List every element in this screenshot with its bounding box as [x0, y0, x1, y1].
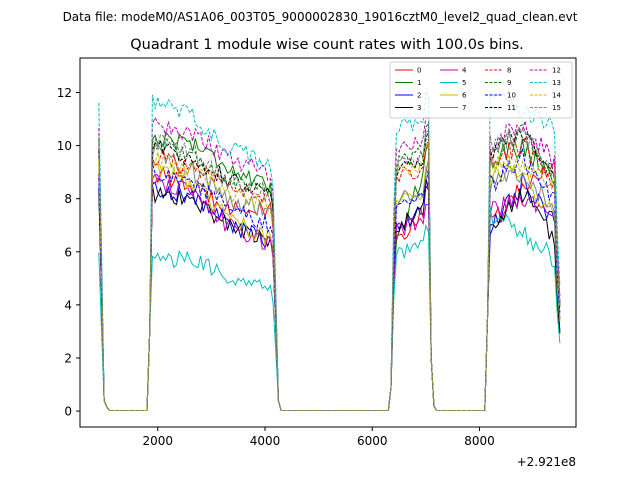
legend-label: 3 — [417, 104, 421, 112]
series-line-1 — [98, 130, 561, 411]
legend-label: 8 — [507, 67, 511, 75]
legend-label: 4 — [462, 67, 467, 75]
legend-label: 15 — [552, 104, 561, 112]
chart-title: Quadrant 1 module wise count rates with … — [130, 37, 524, 53]
series-line-10 — [98, 148, 561, 411]
legend-label: 6 — [462, 92, 467, 100]
series-line-11 — [98, 127, 561, 411]
legend-label: 5 — [462, 79, 466, 87]
plot-frame — [79, 57, 577, 428]
series-line-8 — [98, 137, 561, 411]
series-line-15 — [98, 127, 561, 411]
legend-label: 7 — [462, 104, 466, 112]
series-layer — [98, 89, 561, 411]
x-tick-label: 8000 — [464, 434, 495, 448]
y-tick-label: 12 — [57, 86, 72, 100]
legend-label: 0 — [417, 67, 421, 75]
legend-label: 1 — [417, 79, 421, 87]
y-axis: 0 2 4 6 8 10 12 — [57, 86, 80, 419]
series-line-14 — [98, 140, 561, 411]
series-line-5 — [98, 207, 561, 411]
x-axis: 2000 4000 6000 8000 — [142, 427, 495, 448]
chart-suptitle: Data file: modeM0/AS1A06_003T05_90000028… — [63, 10, 578, 24]
legend-label: 2 — [417, 92, 421, 100]
series-line-4 — [98, 173, 561, 411]
y-tick-label: 6 — [64, 245, 72, 259]
y-tick-label: 10 — [57, 139, 72, 153]
series-line-12 — [98, 114, 561, 411]
x-tick-label: 2000 — [142, 434, 173, 448]
legend-label: 9 — [507, 79, 511, 87]
legend-label: 13 — [552, 79, 561, 87]
y-tick-label: 0 — [64, 405, 72, 419]
y-tick-label: 2 — [64, 351, 72, 365]
y-tick-label: 8 — [64, 192, 72, 206]
plot-area — [80, 58, 576, 427]
y-tick-label: 4 — [64, 298, 72, 312]
x-tick-label: 6000 — [357, 434, 388, 448]
x-offset-label: +2.921e8 — [517, 455, 576, 469]
x-tick-label: 4000 — [250, 434, 281, 448]
legend-label: 11 — [507, 104, 516, 112]
legend-label: 12 — [552, 67, 561, 75]
legend-label: 10 — [507, 92, 516, 100]
legend-label: 14 — [552, 92, 561, 100]
legend-box — [389, 61, 573, 119]
